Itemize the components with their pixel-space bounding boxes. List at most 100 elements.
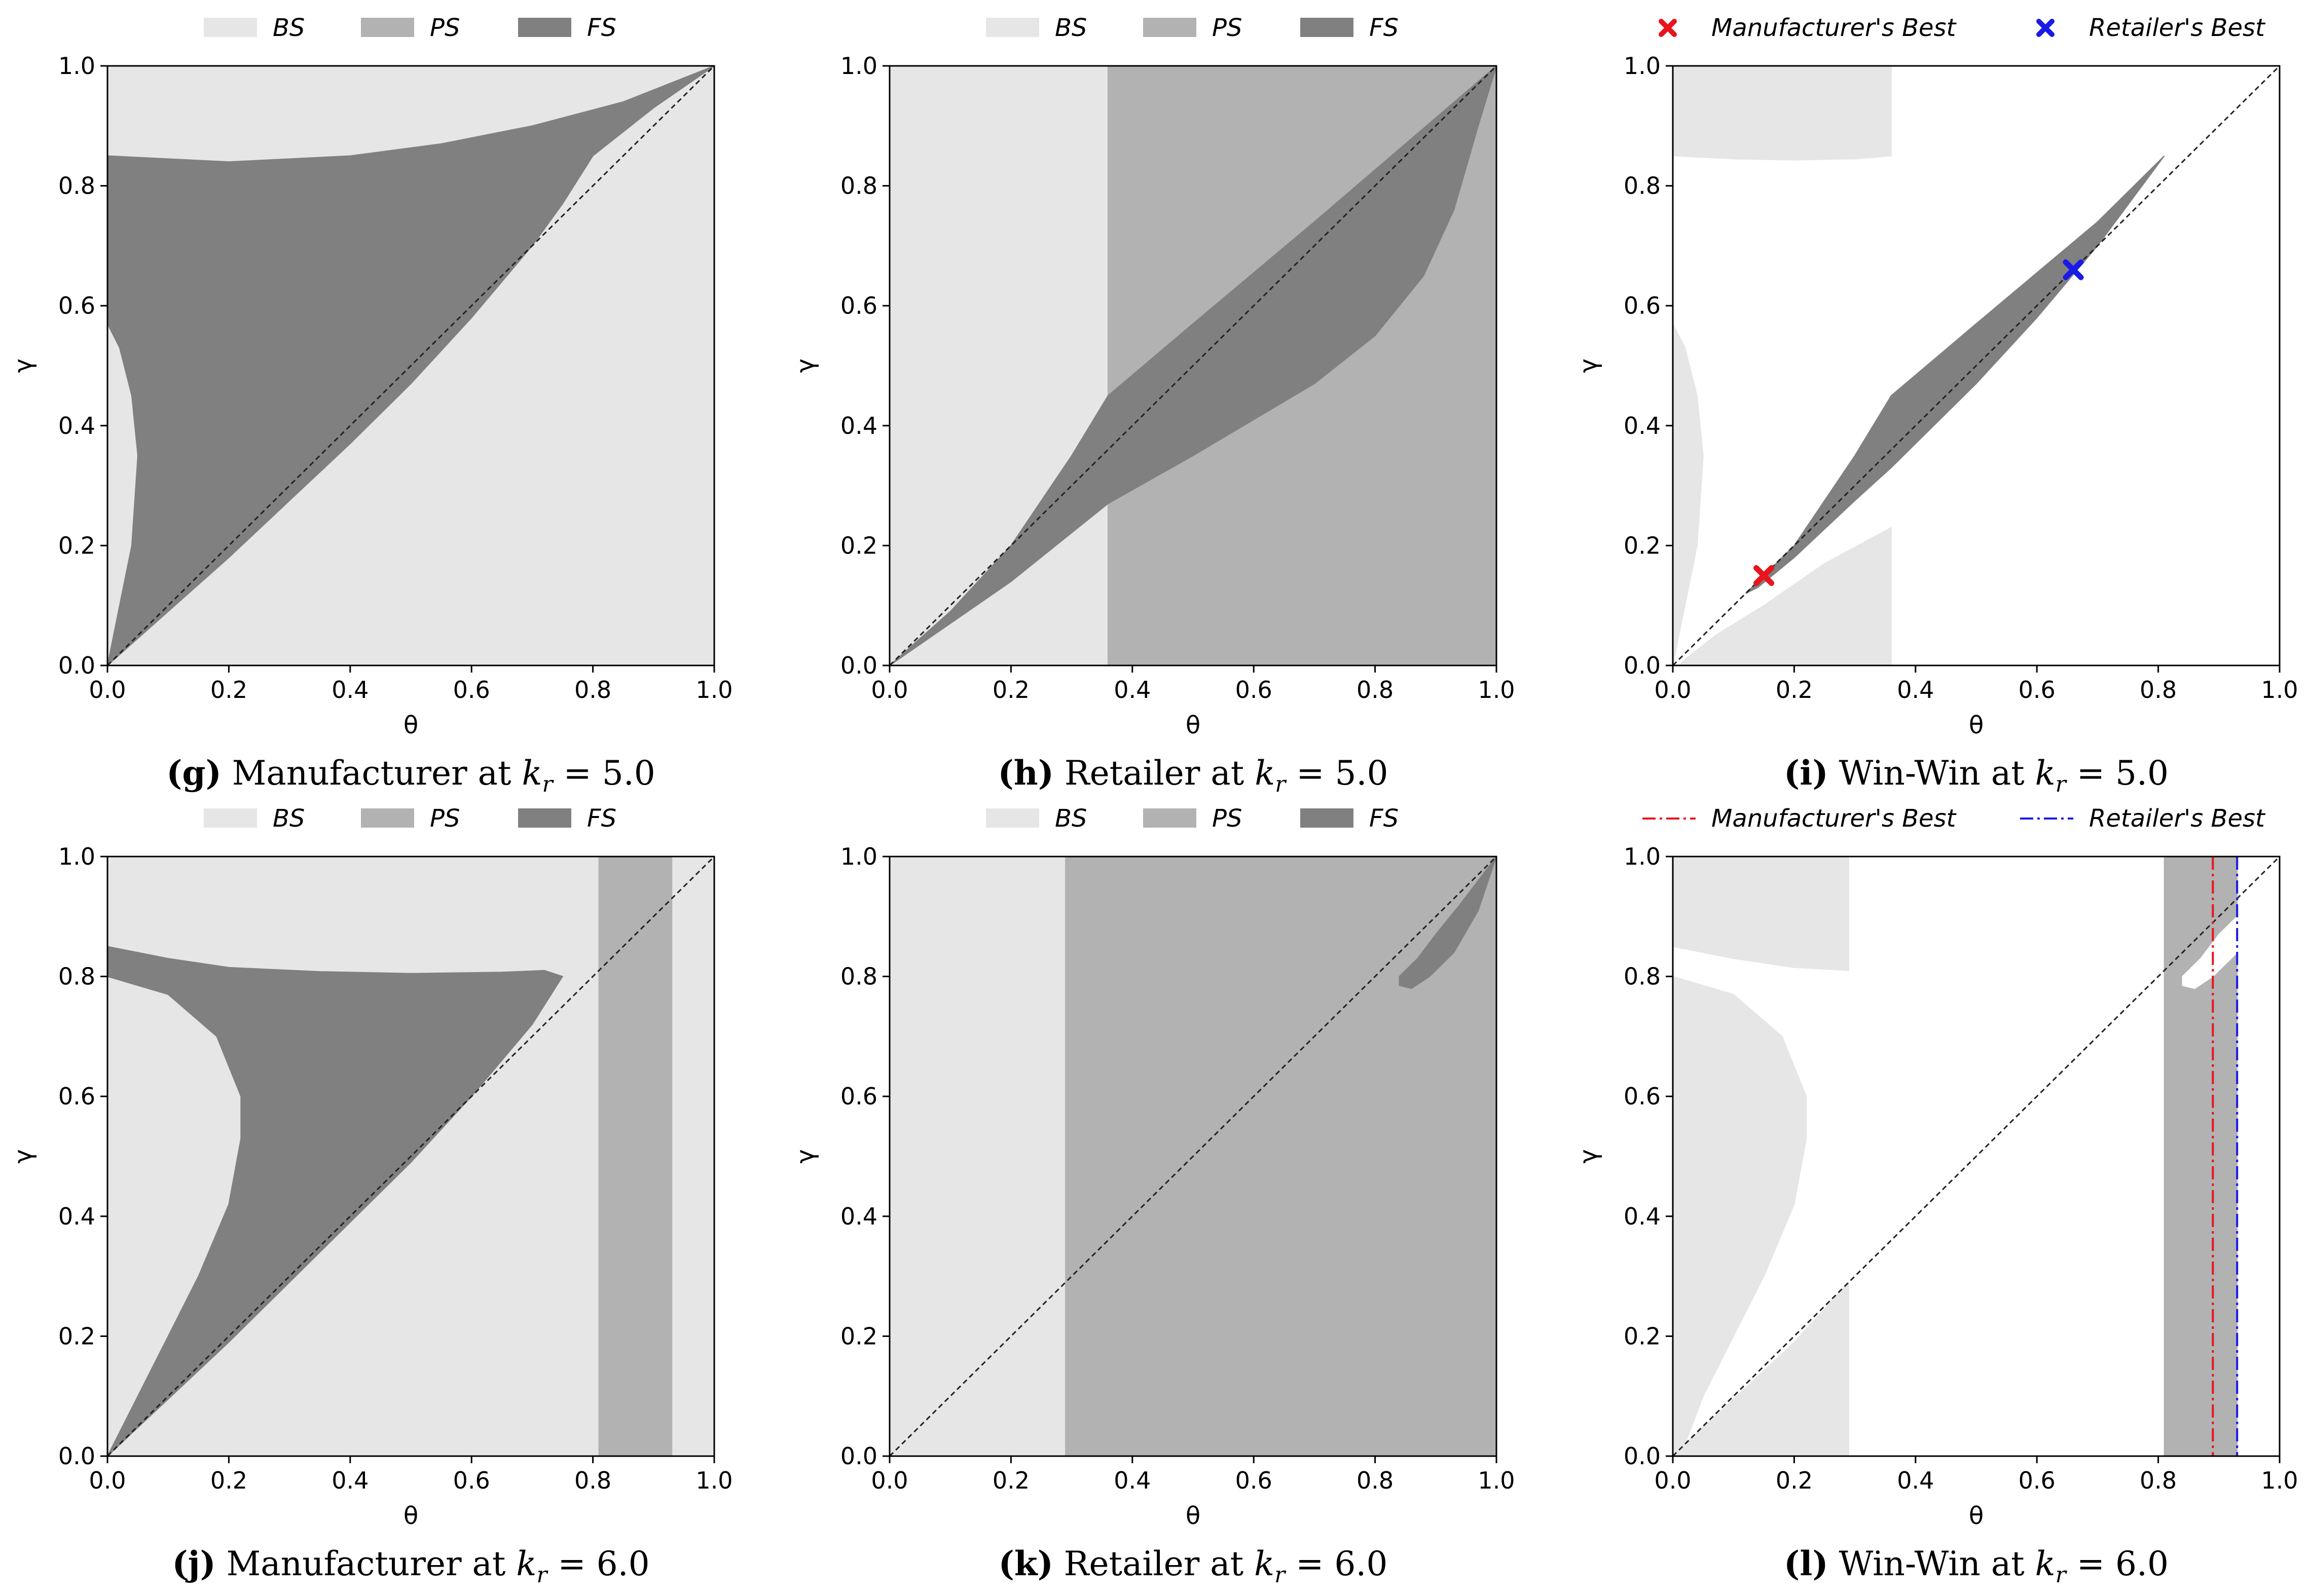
y-tick-label: 0.8 — [1624, 963, 1661, 990]
y-tick-label: 0.4 — [58, 412, 95, 439]
x-tick-label: 0.2 — [210, 676, 247, 703]
legend-label-fs: FS — [587, 14, 616, 42]
x-tick-label: 0.8 — [574, 676, 611, 703]
y-tick-label: 0.4 — [840, 1203, 877, 1230]
y-tick-label: 0.6 — [1624, 292, 1661, 319]
legend-swatch-ps — [361, 808, 414, 828]
legend-swatch-bs — [204, 808, 257, 828]
panel-l: 0.0 0.2 0.4 0.6 0.8 1.0 0.0 0.2 0.4 0.6 0.8 1.0 θ γ Ma… — [1574, 804, 2298, 1588]
y-tick-label: 0.4 — [1624, 1203, 1661, 1230]
y-tick-label: 0.0 — [840, 652, 877, 679]
region-group — [1673, 66, 2280, 665]
x-axis-label: θ — [1186, 1502, 1200, 1530]
x-tick-label: 0.8 — [574, 1467, 611, 1494]
x-tick-label: 1.0 — [1478, 676, 1515, 703]
y-tick-label: 0.4 — [840, 412, 877, 439]
legend-label-manufacturer: Manufacturer's Best — [1711, 14, 1957, 42]
region-group — [107, 66, 714, 665]
diagonal-line — [890, 857, 1496, 1456]
y-tick-label: 1.0 — [1624, 52, 1661, 80]
x-tick-label: 0.6 — [2019, 676, 2056, 703]
x-tick-label: 0.0 — [89, 1467, 126, 1494]
legend-swatch-ps — [361, 18, 414, 37]
x-tick-label: 0.2 — [993, 676, 1030, 703]
region-fs — [107, 946, 564, 1456]
caption-k: k — [1254, 1544, 1274, 1583]
legend-swatch-ps — [1143, 808, 1196, 828]
diagonal-line — [1673, 66, 2280, 665]
region-bs — [1673, 857, 1850, 971]
y-axis-label: γ — [791, 1149, 820, 1163]
plot-frame — [1672, 65, 2281, 666]
y-tick-label: 0.2 — [58, 1322, 95, 1350]
x-axis-label: θ — [1969, 1502, 1984, 1530]
caption-letter: (l) — [1784, 1544, 1828, 1583]
x-tick-label: 0.8 — [1357, 676, 1394, 703]
legend-marker-retailer — [2036, 19, 2055, 37]
legend-label-manufacturer: Manufacturer's Best — [1711, 804, 1957, 833]
region-fs — [1399, 857, 1496, 989]
x-tick-label: 0.6 — [453, 676, 490, 703]
y-tick-label: 0.4 — [1624, 412, 1661, 439]
caption-subscript: r — [1274, 1562, 1287, 1588]
caption-subscript: r — [2056, 771, 2068, 797]
x-tick-label: 0.4 — [1114, 1467, 1151, 1494]
caption-text: Retailer at — [1054, 754, 1255, 793]
caption-letter: (g) — [166, 753, 222, 793]
region-ps — [598, 857, 673, 1456]
diagonal-line — [1673, 857, 2280, 1456]
legend-swatch-fs — [518, 808, 571, 828]
caption-k: k — [2035, 1544, 2056, 1583]
y-tick-label: 0.6 — [58, 292, 95, 319]
y-tick-label: 0.8 — [58, 172, 95, 200]
x-tick-label: 0.0 — [871, 676, 908, 703]
region-ps — [1065, 857, 1496, 1456]
plot-frame — [106, 856, 715, 1457]
y-tick-label: 0.2 — [1624, 1322, 1661, 1350]
y-tick-label: 1.0 — [840, 52, 877, 80]
caption-letter: (i) — [1784, 753, 1828, 793]
x-axis-label: θ — [404, 1502, 418, 1530]
panel-caption: (l) Win-Win at kr = 6.0 — [1784, 1544, 2169, 1588]
y-tick-label: 1.0 — [1624, 843, 1661, 870]
region-group — [1673, 857, 2280, 1456]
legend-label-fs: FS — [1369, 804, 1399, 833]
y-tick-label: 0.2 — [840, 532, 877, 559]
caption-subscript: r — [1275, 771, 1287, 797]
legend-label-ps: PS — [430, 804, 460, 833]
x-tick-label: 0.2 — [1776, 676, 1813, 703]
y-tick-label: 0.0 — [1624, 652, 1661, 679]
x-tick-label: 0.0 — [1654, 1467, 1691, 1494]
caption-letter: (k) — [999, 1544, 1053, 1583]
y-tick-label: 0.0 — [840, 1442, 877, 1470]
panel-caption: (k) Retailer at kr = 6.0 — [999, 1544, 1388, 1588]
x-axis-label: θ — [1186, 711, 1200, 739]
plot-frame — [889, 856, 1497, 1457]
x-tick-label: 1.0 — [2261, 1467, 2298, 1494]
legend-label-bs: BS — [1055, 804, 1087, 833]
y-tick-label: 0.6 — [840, 292, 877, 319]
y-tick-label: 0.6 — [1624, 1083, 1661, 1110]
y-tick-label: 0.2 — [840, 1322, 877, 1350]
caption-value: = 6.0 — [2066, 1544, 2169, 1583]
x-tick-label: 0.2 — [1776, 1467, 1813, 1494]
x-tick-label: 0.0 — [1654, 676, 1691, 703]
diagonal-line — [107, 66, 714, 665]
y-axis-label: γ — [1574, 1149, 1603, 1163]
region-bs — [1673, 976, 1850, 1456]
caption-text: Retailer at — [1053, 1544, 1254, 1583]
caption-k: k — [1255, 754, 1275, 793]
x-tick-label: 0.8 — [1357, 1467, 1394, 1494]
y-tick-label: 0.8 — [1624, 172, 1661, 200]
panel-caption: (j) Manufacturer at kr = 6.0 — [172, 1544, 649, 1588]
x-tick-label: 0.4 — [1897, 1467, 1934, 1494]
caption-k: k — [516, 1544, 536, 1583]
y-axis-label: γ — [791, 358, 820, 373]
diagonal-line — [107, 857, 714, 1456]
caption-value: = 6.0 — [1285, 1544, 1387, 1583]
legend-marker-manufacturer — [1659, 19, 1677, 37]
caption-text: Win-Win at — [1828, 754, 2035, 793]
plot-frame — [1672, 856, 2281, 1457]
y-axis-label: γ — [1574, 358, 1603, 373]
